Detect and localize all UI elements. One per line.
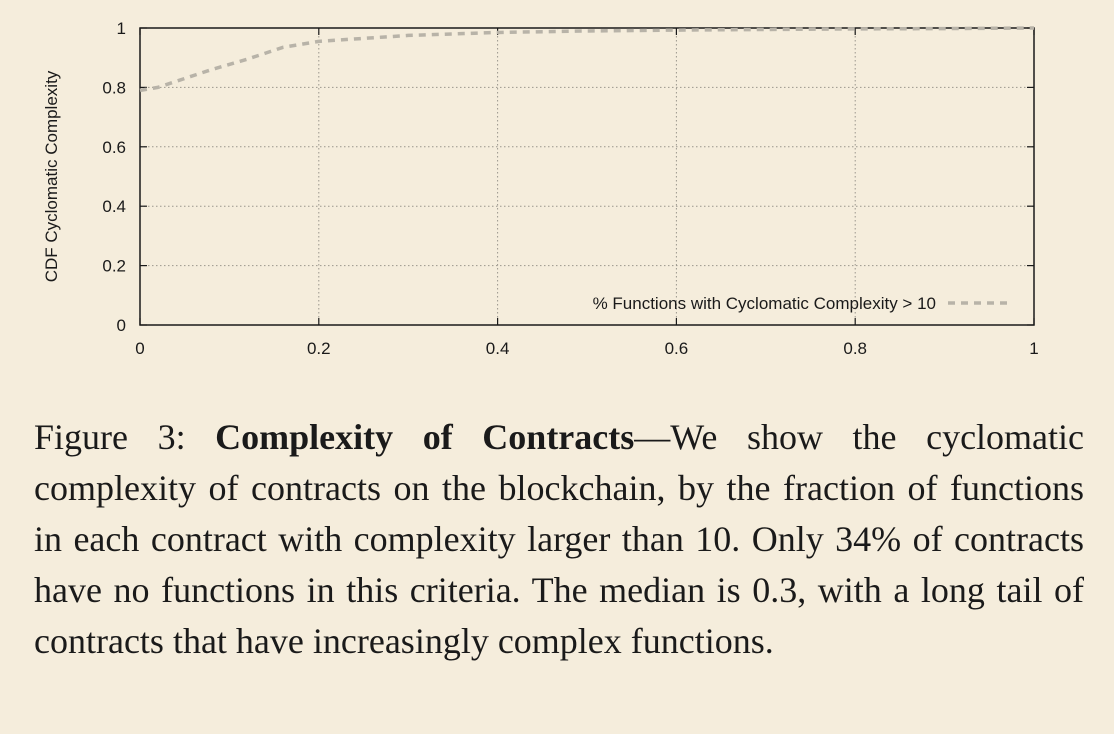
- x-tick-label: 0.2: [307, 339, 331, 358]
- x-tick-label: 1: [1029, 339, 1038, 358]
- x-tick-label: 0.6: [665, 339, 689, 358]
- y-tick-label: 0: [117, 316, 126, 335]
- cdf-chart: 0 0.2 0.4 0.6 0.8 1 0 0.2 0.4 0.6 0.8 1 CDF Cyclomat…: [42, 19, 1039, 358]
- y-tick-label: 0.6: [102, 138, 126, 157]
- y-tick-label: 0.4: [102, 197, 126, 216]
- caption-text: We show the cyclomatic complexity of con…: [34, 417, 1085, 661]
- series-line: [139, 26, 1035, 93]
- x-tick-label: 0.8: [843, 339, 867, 358]
- caption-dash: —: [634, 417, 671, 457]
- figure-caption: Figure 3: Complexity of Contracts—We sho…: [34, 412, 1084, 667]
- caption-label: Figure 3:: [34, 417, 186, 457]
- caption-title: Complexity of Contracts: [215, 417, 635, 457]
- y-axis-title: CDF Cyclomatic Complexity: [42, 70, 61, 282]
- y-tick-label: 0.8: [102, 78, 126, 97]
- x-tick-label: 0: [135, 339, 144, 358]
- y-tick-label: 1: [117, 19, 126, 38]
- y-tick-label: 0.2: [102, 257, 126, 276]
- plot-frame: [139, 27, 1035, 326]
- legend-label: % Functions with Cyclomatic Complexity >…: [593, 294, 936, 313]
- x-tick-label: 0.4: [486, 339, 510, 358]
